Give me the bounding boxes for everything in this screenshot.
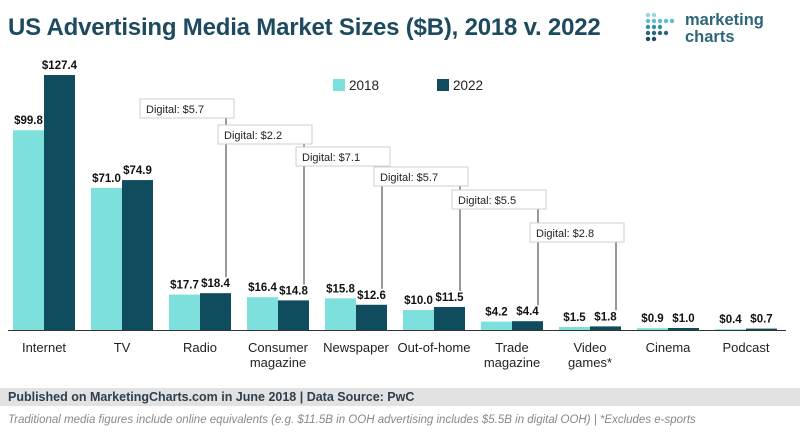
annotation-text-5: Digital: $2.8 bbox=[536, 228, 594, 240]
category-label-9: Podcast bbox=[723, 340, 770, 355]
legend-label-2018: 2018 bbox=[349, 78, 379, 93]
bar-2022-8 bbox=[668, 327, 699, 330]
annotation-text-4: Digital: $5.5 bbox=[458, 195, 516, 207]
bar-2018-7 bbox=[559, 326, 590, 330]
annotation-text-3: Digital: $5.7 bbox=[380, 172, 438, 184]
bar-2018-0 bbox=[13, 130, 44, 330]
bar-2018-9 bbox=[715, 329, 746, 330]
data-label-2018-5: $10.0 bbox=[404, 295, 433, 307]
category-label-line: TV bbox=[114, 340, 131, 355]
category-label-line: Podcast bbox=[723, 340, 770, 355]
category-label-6: Trade magazine bbox=[484, 340, 540, 370]
chart-title: US Advertising Media Market Sizes ($B), … bbox=[8, 14, 601, 41]
annotation-text-2: Digital: $7.1 bbox=[302, 152, 360, 164]
legend-label-2022: 2022 bbox=[453, 78, 483, 93]
data-label-2018-2: $17.7 bbox=[170, 280, 199, 292]
footer-note: Traditional media figures include online… bbox=[8, 414, 696, 426]
data-label-2018-0: $99.8 bbox=[14, 115, 43, 127]
data-label-2018-1: $71.0 bbox=[92, 173, 121, 185]
bar-2022-6 bbox=[512, 321, 543, 330]
category-label-line: Trade bbox=[495, 340, 528, 355]
category-label-line: Out-of-home bbox=[398, 340, 471, 355]
data-label-2022-7: $1.8 bbox=[594, 311, 617, 323]
logo-line-2: charts bbox=[685, 28, 735, 46]
marketingcharts-logo[interactable]: marketing charts bbox=[643, 11, 793, 51]
bar-2018-5 bbox=[403, 309, 434, 330]
bar-2018-4 bbox=[325, 298, 356, 330]
data-label-2018-7: $1.5 bbox=[563, 312, 586, 324]
bar-2022-1 bbox=[122, 180, 153, 330]
data-label-2018-6: $4.2 bbox=[485, 307, 507, 319]
bar-2022-3 bbox=[278, 300, 309, 330]
bar-2022-7 bbox=[590, 326, 621, 330]
category-label-2: Radio bbox=[183, 340, 217, 355]
annotation-box-4 bbox=[451, 189, 547, 210]
bar-2022-0 bbox=[44, 75, 75, 330]
data-label-2022-2: $18.4 bbox=[201, 278, 230, 290]
category-label-line: magazine bbox=[484, 355, 540, 370]
category-label-line: Video bbox=[573, 340, 606, 355]
data-label-2018-4: $15.8 bbox=[326, 283, 355, 295]
category-label-7: Video games* bbox=[568, 340, 612, 370]
data-label-2022-8: $1.0 bbox=[672, 313, 694, 325]
bar-chart: $99.8 $127.4 Internet $71.0$74.9 TV $17.7 $18.… bbox=[8, 60, 786, 370]
category-label-line: Radio bbox=[183, 340, 217, 355]
annotation-box-0 bbox=[139, 98, 235, 119]
category-label-4: Newspaper bbox=[323, 340, 389, 355]
data-label-2022-0: $127.4 bbox=[42, 60, 78, 72]
annotation-text-1: Digital: $2.2 bbox=[224, 130, 282, 142]
category-label-3: Consumer magazine bbox=[248, 340, 309, 370]
data-label-2018-3: $16.4 bbox=[248, 282, 277, 294]
category-label-0: Internet bbox=[22, 340, 66, 355]
data-label-2022-9: $0.7 bbox=[750, 314, 772, 326]
category-label-8: Cinema bbox=[646, 340, 692, 355]
data-label-2022-1: $74.9 bbox=[123, 165, 152, 177]
annotation-box-2 bbox=[295, 146, 391, 167]
bar-2018-6 bbox=[481, 321, 512, 330]
category-label-line: Consumer bbox=[248, 340, 309, 355]
annotation-box-1 bbox=[217, 124, 313, 145]
logo-line-1: marketing bbox=[685, 11, 764, 29]
annotation-box-5 bbox=[529, 222, 625, 243]
bar-2022-5 bbox=[434, 306, 465, 330]
bar-2022-2 bbox=[200, 293, 231, 330]
category-label-1: TV bbox=[114, 340, 131, 355]
data-label-2018-9: $0.4 bbox=[719, 314, 742, 326]
bar-2022-9 bbox=[746, 328, 777, 330]
footer-source: Published on MarketingCharts.com in June… bbox=[8, 390, 415, 404]
category-label-line: Internet bbox=[22, 340, 66, 355]
annotation-text-0: Digital: $5.7 bbox=[146, 104, 204, 116]
data-label-2022-5: $11.5 bbox=[435, 292, 464, 304]
category-label-5: Out-of-home bbox=[398, 340, 471, 355]
category-label-line: Cinema bbox=[646, 340, 692, 355]
bar-2018-2 bbox=[169, 294, 200, 330]
category-label-line: magazine bbox=[250, 355, 306, 370]
bar-2018-1 bbox=[91, 187, 122, 330]
footer-band bbox=[0, 388, 800, 406]
bar-2018-8 bbox=[637, 328, 668, 330]
bar-2018-3 bbox=[247, 297, 278, 330]
annotation-box-3 bbox=[373, 166, 469, 187]
data-label-2022-6: $4.4 bbox=[516, 306, 539, 318]
legend-swatch-2022 bbox=[437, 79, 449, 91]
category-label-line: games* bbox=[568, 355, 612, 370]
category-label-line: Newspaper bbox=[323, 340, 389, 355]
data-label-2022-3: $14.8 bbox=[279, 285, 308, 297]
legend-swatch-2018 bbox=[333, 79, 345, 91]
data-label-2018-8: $0.9 bbox=[641, 313, 663, 325]
logo-dots-icon bbox=[645, 12, 675, 42]
data-label-2022-4: $12.6 bbox=[357, 290, 386, 302]
bar-2022-4 bbox=[356, 304, 387, 330]
